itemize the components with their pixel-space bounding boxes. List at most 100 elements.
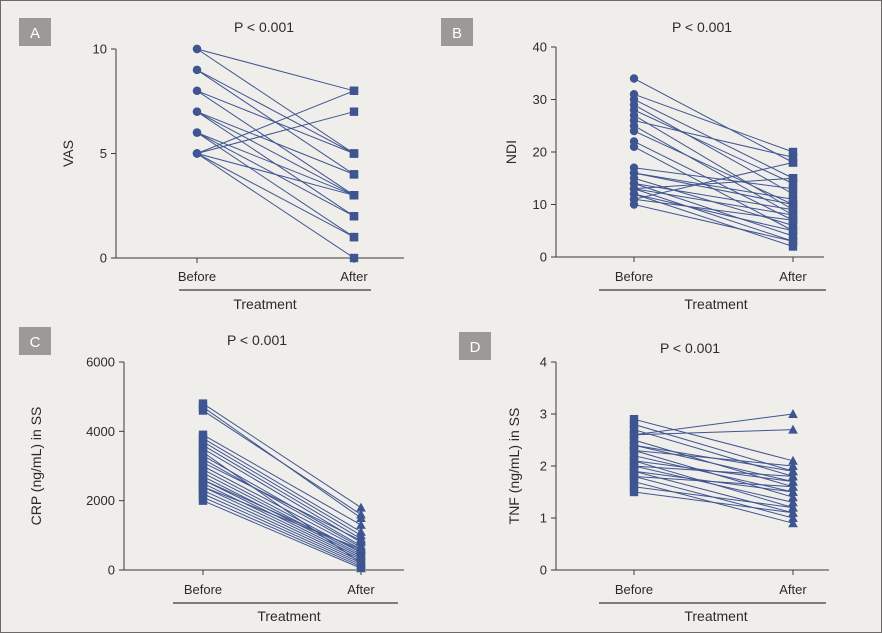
panel-d-after-point-15: [788, 481, 798, 491]
panel-d-before-point-8: [629, 446, 639, 455]
panel-d-before-point-20: [629, 456, 639, 465]
panel-d-x-label: Treatment: [684, 608, 747, 624]
panel-a-pair-line-12: [196, 90, 355, 154]
panel-c-before-point-20: [198, 496, 208, 505]
panel-b-after-point-12: [788, 195, 798, 204]
panel-b-pair-line-1: [633, 93, 794, 153]
panel-b-after-point-22: [788, 237, 798, 246]
panel-b-pvalue: P < 0.001: [672, 19, 732, 35]
panel-d-before-point-1: [629, 420, 639, 429]
panel-b-after-point-19: [788, 242, 798, 251]
panel-d-x-tick-label-after: After: [779, 582, 807, 597]
panel-b-after-point-21: [788, 158, 798, 167]
panel-b-pair-line-0: [633, 78, 794, 163]
panel-d-pair-line-13: [633, 470, 794, 514]
panel-d-before-point-18: [629, 487, 639, 497]
panel-d-before-point-15: [629, 472, 639, 481]
panel-d-y-tick-label: 1: [540, 511, 547, 526]
panel-a-after-point-12: [349, 86, 359, 95]
panel-a-before-point-11: [192, 128, 202, 137]
panel-b-after-point-24: [788, 210, 798, 220]
panel-b-x-tick-label-before: Before: [615, 269, 653, 284]
panel-c-pair-line-7: [202, 448, 362, 543]
panel-c-x-tick-label-after: After: [347, 582, 375, 597]
panel-d-before-point-0: [629, 415, 639, 424]
panel-c-pair-line-22: [202, 462, 362, 541]
panel-b-after-point-4: [788, 179, 798, 188]
panel-d-y-tick-label: 3: [540, 407, 547, 422]
panel-c-pair-line-19: [202, 496, 362, 567]
panel-a-pair-line-1: [196, 48, 355, 154]
panel-c-x-tick-label-before: Before: [184, 582, 222, 597]
panel-d-before-point-21: [629, 467, 639, 476]
panel-d-pair-line-0: [633, 418, 794, 462]
panel-d-pair-line-4: [633, 429, 794, 436]
panel-c-after-point-22: [356, 535, 366, 545]
panel-d-pair-line-3: [633, 413, 794, 436]
panel-d-after-point-4: [788, 424, 798, 434]
panel-a-label: A: [30, 25, 40, 42]
panel-c-pair-line-15: [202, 482, 362, 561]
panel-d-after-point-18: [788, 507, 798, 517]
panel-a-badge: [19, 18, 51, 46]
panel-b-before-point-23: [629, 168, 639, 178]
panel-c-pair-line-23: [202, 486, 362, 550]
panel-d-before-point-12: [629, 461, 639, 471]
panel-b-after-point-18: [788, 226, 798, 235]
panel-b-y-tick-label: 0: [540, 250, 547, 265]
panel-a-before-point-3: [192, 65, 202, 75]
panel-a-y-tick-label: 5: [100, 146, 107, 161]
panel-c-after-point-3: [356, 519, 366, 529]
panel-b-pair-line-12: [633, 172, 794, 200]
panel-b-pair-line-7: [633, 125, 794, 216]
panel-d-label: D: [470, 339, 481, 356]
panel-a-pair-line-16: [196, 153, 355, 196]
panel-b-x-tick-label-after: After: [779, 269, 807, 284]
panel-d-after-point-8: [788, 461, 798, 470]
panel-b-label: B: [452, 25, 462, 42]
panel-b-after-point-3: [788, 189, 798, 199]
panel-c-pair-line-5: [202, 441, 362, 536]
panel-c-after-point-2: [356, 509, 366, 519]
panel-b-after-point-14: [788, 231, 798, 241]
panel-c-pair-line-4: [202, 437, 362, 533]
panel-d-after-point-7: [788, 492, 798, 502]
panel-a-pair-line-10: [196, 132, 355, 238]
panel-d-after-point-3: [788, 409, 798, 418]
panel-c-y-tick-label: 6000: [86, 355, 115, 370]
panel-d-after-point-19: [788, 466, 798, 476]
panel-d-after-point-21: [788, 487, 798, 496]
panel-d-after-point-0: [788, 455, 798, 465]
panel-a-after-point-15: [349, 232, 359, 242]
panel-a-pair-line-2: [196, 69, 355, 154]
panel-a-before-point-5: [192, 86, 202, 96]
panel-b-after-point-11: [788, 184, 798, 193]
panel-c-after-point-0: [356, 502, 366, 512]
panel-a-after-point-13: [349, 107, 359, 116]
panel-b-before-point-10: [629, 142, 639, 151]
panel-b-y-label: NDI: [503, 140, 519, 164]
panel-b-pair-line-11: [633, 167, 794, 190]
panel-b-x-label: Treatment: [684, 296, 747, 312]
panel-a-y-label: VAS: [60, 140, 76, 167]
panel-c-pair-line-17: [202, 489, 362, 564]
panel-c-pvalue: P < 0.001: [227, 332, 287, 348]
panel-d-y-tick-label: 4: [540, 355, 547, 370]
panel-b-pair-line-4: [633, 109, 794, 184]
panel-c-y-tick-label: 2000: [86, 493, 115, 508]
panel-d-pair-line-19: [633, 444, 794, 472]
panel-b-after-point-15: [788, 205, 798, 214]
panel-c-before-point-21: [198, 475, 208, 485]
panel-c-y-label: CRP (ng/mL) in SS: [28, 407, 44, 526]
panel-d-x-tick-label-before: Before: [615, 582, 653, 597]
panel-c-before-point-24: [198, 447, 208, 457]
panel-d-pair-line-21: [633, 470, 794, 493]
panel-d-after-point-14: [788, 513, 798, 522]
panel-c-pair-line-3: [202, 434, 362, 526]
panel-a-pair-line-13: [196, 111, 355, 154]
panel-b-before-point-8: [629, 126, 639, 136]
panel-d-before-point-9: [629, 451, 639, 460]
panel-a-pair-line-0: [196, 48, 355, 92]
panel-c-pair-line-12: [202, 472, 362, 555]
